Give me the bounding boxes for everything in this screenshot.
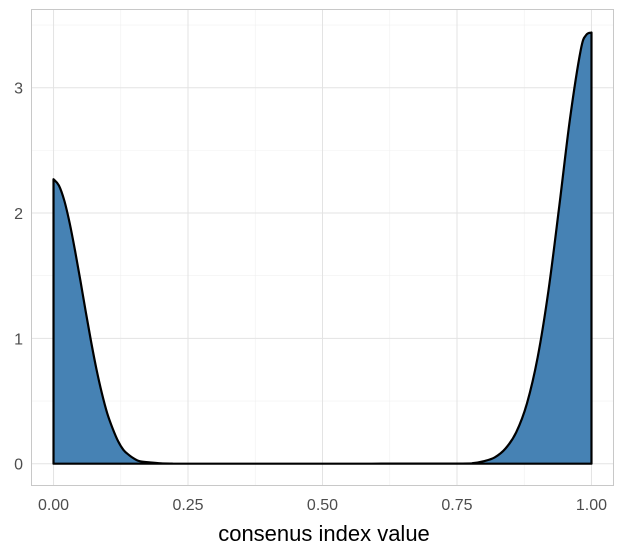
- y-tick-label: 0: [14, 457, 23, 474]
- y-tick-label: 1: [14, 331, 23, 348]
- x-tick-label: 0.00: [38, 497, 69, 514]
- density-areas: [52, 31, 593, 465]
- density-area: [52, 31, 593, 465]
- plot-panel-border: [31, 9, 614, 486]
- x-tick-label: 0.75: [441, 497, 472, 514]
- x-tick-label: 0.50: [307, 497, 338, 514]
- x-tick-label: 0.25: [172, 497, 203, 514]
- y-tick-label: 2: [14, 206, 23, 223]
- x-axis-tick-labels: 0.00 0.25 0.50 0.75 1.00: [38, 497, 607, 514]
- x-axis-title: consenus index value: [218, 521, 430, 546]
- y-tick-label: 3: [14, 81, 23, 98]
- x-tick-label: 1.00: [576, 497, 607, 514]
- y-axis-tick-labels: 0 1 2 3: [14, 81, 23, 474]
